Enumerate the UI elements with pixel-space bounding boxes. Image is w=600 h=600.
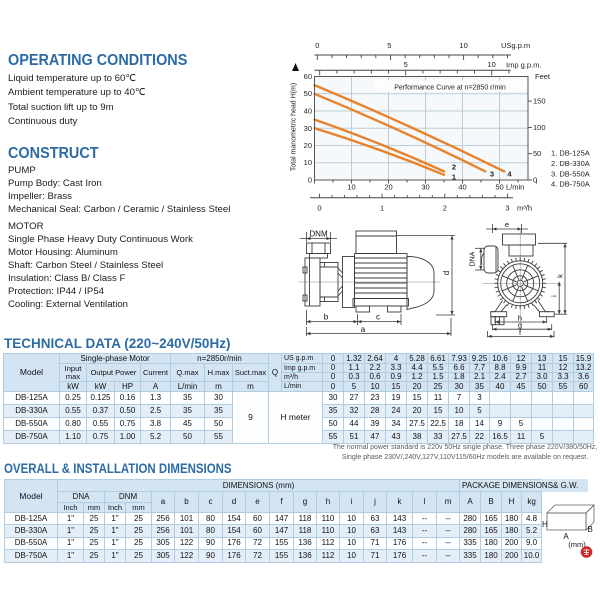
svg-text:i: i — [550, 295, 559, 297]
svg-text:B: B — [588, 525, 593, 534]
svg-text:40: 40 — [304, 107, 312, 116]
svg-text:4: 4 — [507, 170, 512, 179]
svg-text:10: 10 — [304, 158, 312, 167]
svg-text:10: 10 — [347, 183, 355, 192]
svg-text:4. DB-750A: 4. DB-750A — [551, 180, 590, 189]
svg-text:10: 10 — [459, 41, 467, 50]
svg-text:50: 50 — [495, 183, 503, 192]
svg-text:0: 0 — [308, 176, 312, 185]
svg-text:2. DB-330A: 2. DB-330A — [551, 159, 590, 168]
svg-text:5: 5 — [387, 41, 391, 50]
svg-text:(mm): (mm) — [568, 540, 586, 549]
svg-text:USg.p.m: USg.p.m — [501, 41, 530, 50]
svg-text:60: 60 — [304, 72, 312, 81]
svg-text:k: k — [556, 274, 565, 278]
svg-text:10: 10 — [488, 60, 496, 69]
svg-text:100: 100 — [533, 123, 546, 132]
svg-text:20: 20 — [384, 183, 392, 192]
svg-text:h: h — [518, 314, 522, 323]
svg-text:0: 0 — [315, 41, 319, 50]
svg-text:A: A — [563, 532, 569, 541]
svg-text:DNM: DNM — [309, 230, 328, 239]
svg-text:1: 1 — [380, 204, 384, 213]
svg-text:d: d — [442, 271, 451, 275]
svg-text:c: c — [376, 313, 380, 322]
svg-text:a: a — [361, 325, 366, 334]
svg-text:Performance Curve at n=2850 r/: Performance Curve at n=2850 r/min — [394, 85, 506, 92]
svg-text:3: 3 — [490, 170, 494, 179]
svg-text:e: e — [505, 220, 509, 229]
svg-text:5: 5 — [404, 60, 408, 69]
svg-text:L/min: L/min — [506, 183, 524, 192]
svg-text:Total manometric head H(m): Total manometric head H(m) — [291, 83, 298, 171]
svg-text:50: 50 — [533, 149, 541, 158]
svg-text:20: 20 — [304, 141, 312, 150]
svg-text:50: 50 — [304, 89, 312, 98]
svg-text:m³/h: m³/h — [517, 204, 532, 213]
svg-text:f: f — [519, 328, 522, 337]
svg-text:30: 30 — [304, 124, 312, 133]
svg-text:1. DB-125A: 1. DB-125A — [551, 149, 590, 158]
svg-text:Feet: Feet — [535, 72, 551, 81]
svg-text:0: 0 — [533, 176, 537, 185]
svg-text:1: 1 — [452, 172, 456, 181]
svg-text:3: 3 — [505, 204, 509, 213]
svg-text:Imp g.p.m.: Imp g.p.m. — [506, 61, 541, 70]
svg-text:2: 2 — [443, 204, 447, 213]
svg-text:DNA: DNA — [470, 251, 477, 266]
svg-text:40: 40 — [458, 183, 466, 192]
svg-text:30: 30 — [421, 183, 429, 192]
svg-text:b: b — [324, 313, 329, 322]
svg-text:2: 2 — [452, 162, 456, 171]
svg-text:3. DB-550A: 3. DB-550A — [551, 169, 590, 178]
svg-text:0: 0 — [317, 204, 321, 213]
svg-text:H: H — [542, 520, 548, 529]
svg-text:g: g — [518, 321, 522, 330]
svg-text:150: 150 — [533, 97, 546, 106]
